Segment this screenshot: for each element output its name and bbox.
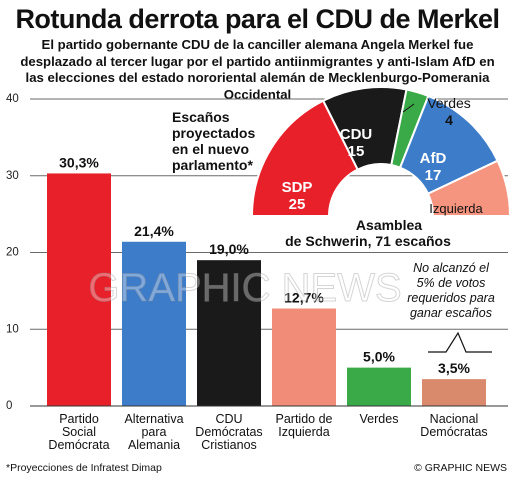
category-label-1-0: Alternativa bbox=[124, 412, 183, 426]
seat-value-cdu: 15 bbox=[348, 143, 365, 160]
bar-1 bbox=[122, 241, 186, 406]
category-label-2-0: CDU bbox=[215, 412, 242, 426]
category-label-3-1: Izquierda bbox=[278, 425, 329, 439]
chart-title: Rotunda derrota para el CDU de Merkel bbox=[15, 4, 500, 34]
bar-value-label-5: 3,5% bbox=[438, 360, 470, 376]
bar-5 bbox=[422, 379, 486, 406]
y-tick-0: 0 bbox=[6, 400, 12, 412]
bar-value-label-4: 5,0% bbox=[363, 349, 395, 365]
bar-value-label-3: 12,7% bbox=[284, 290, 324, 306]
category-label-2-2: Cristianos bbox=[201, 438, 257, 452]
seat-slice-izquierda bbox=[426, 159, 512, 217]
annotation-line-1: 5% de votos bbox=[417, 276, 486, 290]
footnote: *Proyecciones de Infratest Dimap bbox=[6, 462, 162, 474]
category-label-3-0: Partido de bbox=[276, 412, 333, 426]
seat-label-cdu: CDU bbox=[340, 126, 373, 143]
seats-title-line-1: proyectados bbox=[172, 125, 255, 141]
category-label-1-2: Alemania bbox=[128, 438, 180, 452]
seats-title-line-2: en el nuevo bbox=[172, 141, 249, 157]
bar-2 bbox=[197, 260, 261, 406]
assembly-caption-line-1: de Schwerin, 71 escaños bbox=[285, 233, 451, 249]
seats-title-line-0: Escaños bbox=[172, 109, 230, 125]
threshold-marker bbox=[428, 331, 492, 353]
category-label-5-0: Nacional bbox=[430, 412, 479, 426]
seat-value-afd: 17 bbox=[425, 167, 442, 184]
y-tick-30: 30 bbox=[6, 170, 19, 182]
bar-value-label-0: 30,3% bbox=[59, 154, 99, 170]
category-label-2-1: Demócratas bbox=[195, 425, 262, 439]
watermark: GRAPHIC NEWS bbox=[88, 266, 401, 310]
bar-value-label-1: 21,4% bbox=[134, 223, 174, 239]
y-tick-40: 40 bbox=[6, 93, 19, 105]
annotation-line-3: ganar escaños bbox=[410, 306, 492, 320]
category-label-1-1: para bbox=[141, 425, 166, 439]
y-tick-20: 20 bbox=[6, 247, 19, 259]
annotation-line-2: requeridos para bbox=[407, 291, 495, 305]
category-label-0-0: Partido bbox=[59, 412, 99, 426]
verdes-leader-line bbox=[402, 103, 415, 113]
bar-0 bbox=[47, 173, 111, 406]
seat-label-sdp: SDP bbox=[282, 179, 313, 196]
y-tick-10: 10 bbox=[6, 323, 19, 335]
category-label-4-0: Verdes bbox=[360, 412, 399, 426]
seats-title-line-3: parlamento* bbox=[172, 157, 253, 173]
assembly-caption-line-0: Asamblea bbox=[356, 217, 422, 233]
seat-label-afd: AfD bbox=[420, 150, 447, 167]
bar-3 bbox=[272, 308, 336, 406]
annotation-line-0: No alcanzó el bbox=[413, 261, 490, 275]
chart-subtitle: El partido gobernante CDU de la cancille… bbox=[20, 37, 495, 102]
seat-label-izquierda: Izquierda bbox=[429, 201, 483, 216]
category-label-0-1: Social bbox=[62, 425, 96, 439]
copyright: © GRAPHIC NEWS bbox=[414, 462, 507, 474]
seat-slice-sdp bbox=[250, 99, 360, 217]
seat-value-verdes: 4 bbox=[445, 112, 453, 128]
bar-4 bbox=[347, 367, 411, 406]
bar-value-label-2: 19,0% bbox=[209, 241, 249, 257]
category-label-0-2: Demócrata bbox=[48, 438, 109, 452]
seat-label-verdes: Verdes bbox=[427, 95, 471, 111]
category-label-5-1: Demócratas bbox=[420, 425, 487, 439]
seat-value-sdp: 25 bbox=[289, 196, 306, 213]
